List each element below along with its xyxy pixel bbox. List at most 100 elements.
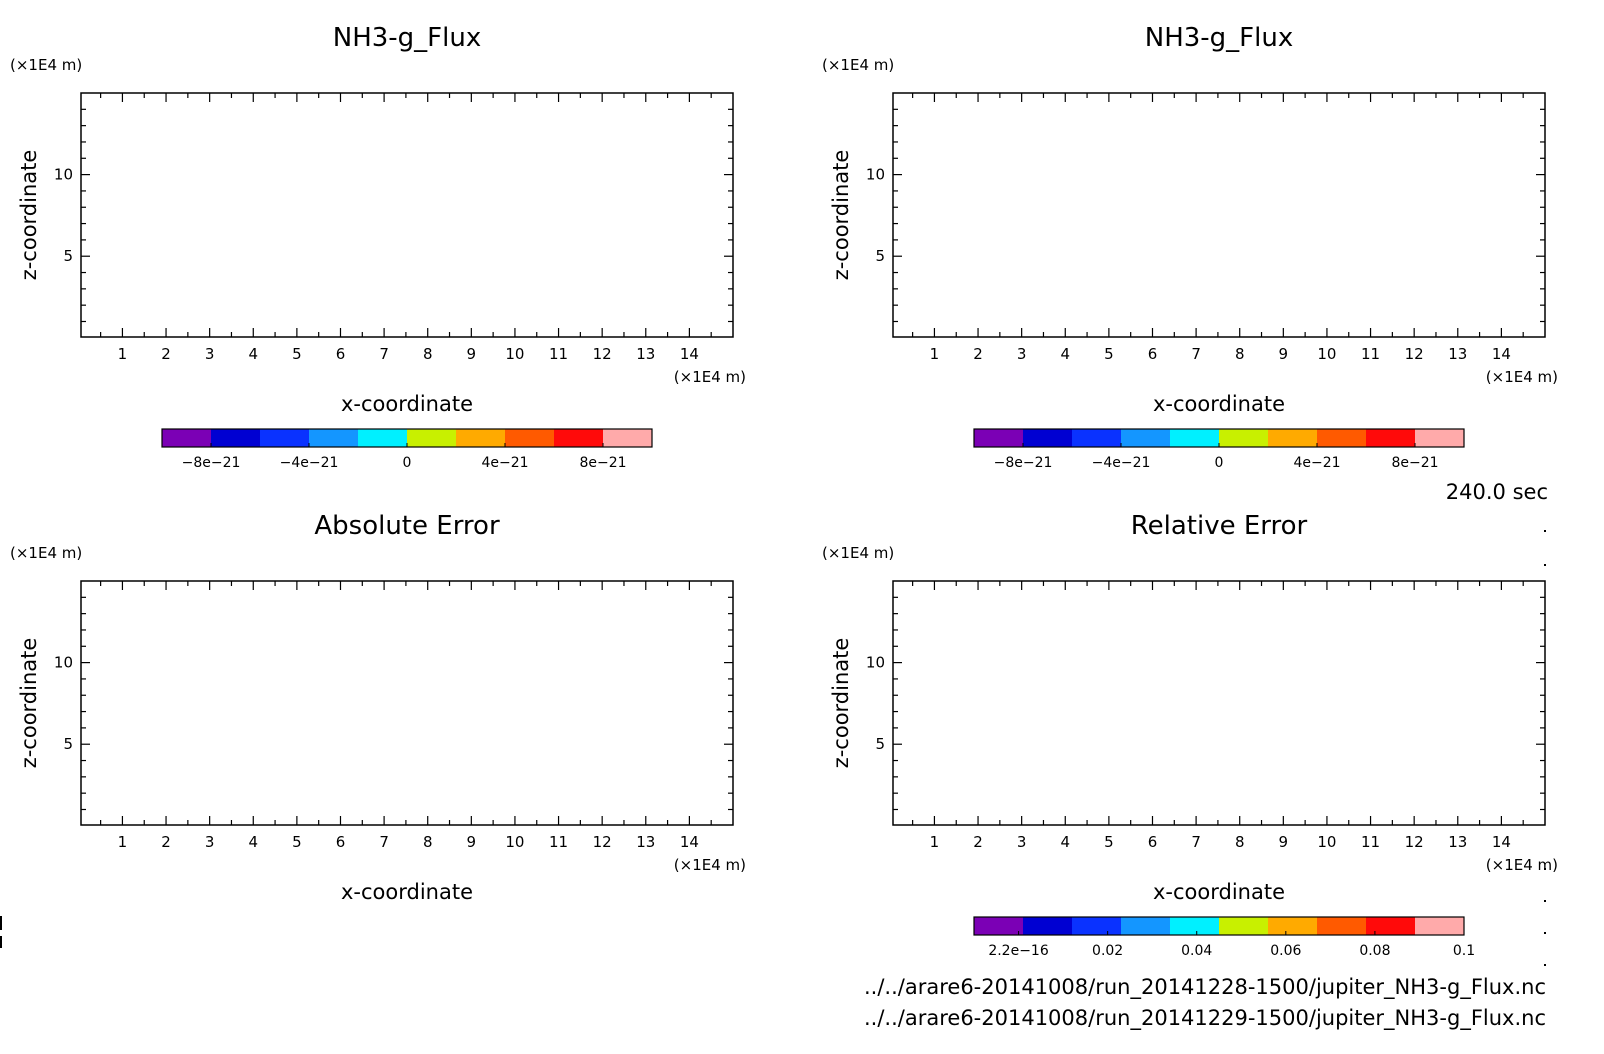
time-label: 240.0 sec xyxy=(1446,480,1548,504)
x-tick-label: 1 xyxy=(930,833,940,851)
x-tick-label: 4 xyxy=(248,833,258,851)
x-axis-label: x-coordinate xyxy=(341,392,473,416)
colorbar-swatch xyxy=(162,429,212,447)
colorbar-swatch xyxy=(603,429,653,447)
x-tick-label: 3 xyxy=(1017,833,1027,851)
x-unit-label: (×1E4 m) xyxy=(1486,856,1558,874)
x-tick-label: 14 xyxy=(1492,833,1511,851)
colorbar-swatch xyxy=(260,429,310,447)
colorbar: −8e−21 −4e−21 0 4e−21 8e−21 xyxy=(161,428,653,471)
x-tick-label: 12 xyxy=(593,833,612,851)
colorbar-swatch xyxy=(1121,917,1171,935)
colorbar-swatch xyxy=(1268,917,1318,935)
colorbar-label: 0.02 xyxy=(1092,943,1123,959)
colorbar-swatch xyxy=(505,429,555,447)
x-tick-label: 9 xyxy=(467,345,477,363)
x-tick-label: 9 xyxy=(467,833,477,851)
y-tick-label: 10 xyxy=(54,166,73,184)
colorbar-swatch xyxy=(974,917,1024,935)
y-tick-label: 10 xyxy=(866,166,885,184)
x-tick-label: 7 xyxy=(1191,833,1201,851)
colorbar-swatch xyxy=(358,429,408,447)
colorbar-label: −4e−21 xyxy=(280,455,339,471)
x-tick-label: 3 xyxy=(1017,345,1027,363)
x-tick-label: 14 xyxy=(680,833,699,851)
colorbar-label: 0 xyxy=(1215,455,1224,471)
colorbar-label: 0.04 xyxy=(1181,943,1212,959)
plot-frame xyxy=(80,580,734,826)
y-tick-label: 10 xyxy=(54,654,73,672)
x-tick-label: 1 xyxy=(118,345,128,363)
colorbar-label: 2.2e−16 xyxy=(988,943,1049,959)
colorbar-frame xyxy=(973,916,1465,936)
panel-title: Absolute Error xyxy=(314,511,500,541)
edge-marks xyxy=(0,916,2,948)
x-tick-label: 5 xyxy=(292,345,302,363)
colorbar-swatch xyxy=(1170,917,1220,935)
x-tick-label: 11 xyxy=(549,833,568,851)
colorbar-swatch xyxy=(1121,429,1171,447)
y-tick-label: 10 xyxy=(866,654,885,672)
x-tick-label: 11 xyxy=(1361,833,1380,851)
plot-frame xyxy=(80,92,734,338)
colorbar-label: 0.08 xyxy=(1359,943,1390,959)
panel-title: NH3-g_Flux xyxy=(333,23,481,53)
x-tick-label: 1 xyxy=(930,345,940,363)
x-tick-label: 5 xyxy=(1104,345,1114,363)
x-tick-label: 8 xyxy=(1235,345,1245,363)
x-tick-label: 13 xyxy=(636,345,655,363)
panel-3: Absolute Error (×1E4 m) (×1E4 m) x-coordina… xyxy=(10,511,746,904)
colorbar-swatch xyxy=(1415,917,1465,935)
panel-title: NH3-g_Flux xyxy=(1145,23,1293,53)
x-tick-label: 1 xyxy=(118,833,128,851)
colorbar-swatch xyxy=(1219,917,1269,935)
x-tick-label: 10 xyxy=(1317,833,1336,851)
x-axis-label: x-coordinate xyxy=(1153,880,1285,904)
x-tick-label: 6 xyxy=(336,345,346,363)
x-tick-label: 10 xyxy=(505,345,524,363)
x-tick-label: 11 xyxy=(1361,345,1380,363)
margin-dots xyxy=(1544,530,1546,966)
x-tick-label: 9 xyxy=(1279,345,1289,363)
x-tick-label: 14 xyxy=(680,345,699,363)
colorbar-swatch xyxy=(1366,429,1416,447)
x-tick-label: 8 xyxy=(423,833,433,851)
panel-2: NH3-g_Flux (×1E4 m) (×1E4 m) x-coordinate z-… xyxy=(822,23,1558,471)
panel-1: NH3-g_Flux (×1E4 m) (×1E4 m) x-coordinate z-… xyxy=(10,23,746,471)
colorbar: 2.2e−16 0.02 0.04 0.06 0.08 0.1 xyxy=(973,916,1475,959)
x-tick-label: 2 xyxy=(161,833,171,851)
y-unit-label: (×1E4 m) xyxy=(822,544,894,562)
y-unit-label: (×1E4 m) xyxy=(10,544,82,562)
x-tick-label: 11 xyxy=(549,345,568,363)
x-tick-label: 13 xyxy=(1448,345,1467,363)
colorbar-swatch xyxy=(1366,917,1416,935)
x-tick-label: 2 xyxy=(161,345,171,363)
colorbar-label: 8e−21 xyxy=(1391,455,1438,471)
colorbar-label: 0.1 xyxy=(1453,943,1475,959)
y-unit-label: (×1E4 m) xyxy=(10,56,82,74)
x-tick-label: 8 xyxy=(423,345,433,363)
x-axis-label: x-coordinate xyxy=(341,880,473,904)
plot-frame xyxy=(892,92,1546,338)
colorbar-swatch xyxy=(309,429,359,447)
x-tick-label: 12 xyxy=(1405,833,1424,851)
colorbar-label: 4e−21 xyxy=(481,455,528,471)
y-tick-label: 5 xyxy=(63,735,73,753)
x-tick-label: 10 xyxy=(1317,345,1336,363)
x-unit-label: (×1E4 m) xyxy=(674,368,746,386)
y-tick-label: 5 xyxy=(63,247,73,265)
colorbar-swatch xyxy=(974,429,1024,447)
x-tick-label: 14 xyxy=(1492,345,1511,363)
x-tick-label: 13 xyxy=(1448,833,1467,851)
colorbar-label: −8e−21 xyxy=(182,455,241,471)
x-tick-label: 7 xyxy=(379,833,389,851)
colorbar-swatch xyxy=(1072,429,1122,447)
x-tick-label: 3 xyxy=(205,345,215,363)
x-tick-label: 6 xyxy=(336,833,346,851)
x-unit-label: (×1E4 m) xyxy=(1486,368,1558,386)
x-tick-label: 3 xyxy=(205,833,215,851)
x-tick-label: 2 xyxy=(973,833,983,851)
colorbar-swatch xyxy=(1023,429,1073,447)
y-axis-label: z-coordinate xyxy=(17,150,41,281)
